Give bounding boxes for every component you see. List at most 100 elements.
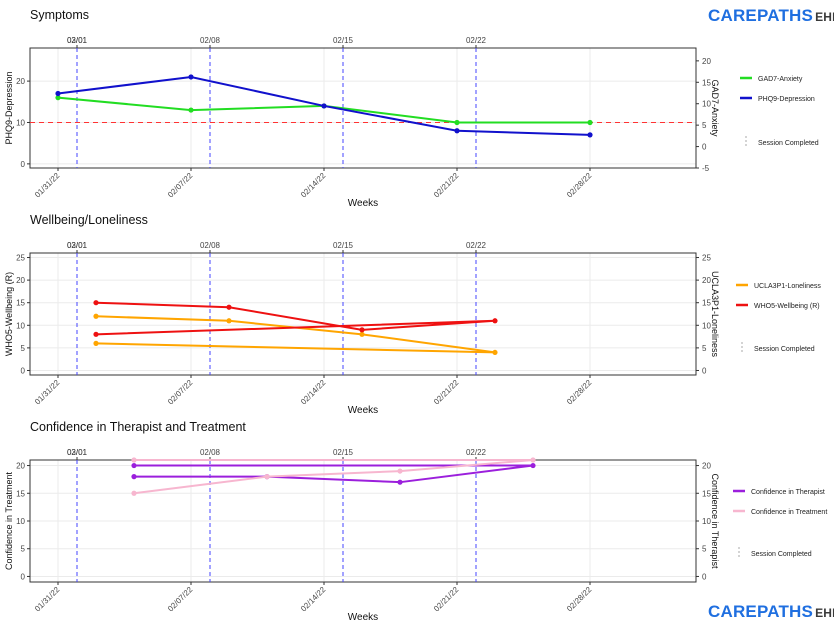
- logo-brand: CAREPATHS: [708, 6, 814, 25]
- y-tick-label-left: 20: [16, 276, 25, 285]
- top-tick-label: 02/01: [67, 448, 88, 457]
- chart-title-symptoms: Symptoms: [30, 8, 90, 22]
- y-tick-label-left: 0: [21, 160, 26, 169]
- logo-suffix: EHR: [815, 10, 834, 24]
- y-tick-label-right: 20: [702, 276, 711, 285]
- y-axis-label-right: Confidence in Therapist: [710, 474, 720, 569]
- data-point: [226, 304, 232, 310]
- x-axis-label: Weeks: [348, 405, 378, 416]
- legend-label: WHO5-Wellbeing (R): [754, 303, 820, 310]
- data-point: [359, 327, 365, 333]
- data-point: [226, 318, 232, 324]
- top-tick-label: 02/15: [333, 241, 354, 250]
- data-point: [397, 479, 403, 485]
- x-tick-label: 02/07/22: [166, 378, 195, 407]
- logo-suffix: EHR: [815, 606, 834, 620]
- legend-label: GAD7-Anxiety: [758, 76, 803, 83]
- y-tick-label-left: 5: [21, 344, 26, 353]
- data-point: [55, 95, 61, 101]
- x-tick-label: 02/14/22: [299, 378, 328, 407]
- top-tick-label: 02/22: [466, 448, 487, 457]
- y-tick-label-right: 0: [702, 366, 707, 375]
- x-tick-label: 02/14/22: [299, 171, 328, 200]
- legend-label-session: Session Completed: [758, 140, 819, 147]
- y-tick-label-left: 15: [16, 489, 25, 498]
- y-tick-label-right: 10: [702, 321, 711, 330]
- carepaths-logo-bottom: CAREPATHSEHR: [708, 602, 834, 622]
- data-point: [131, 457, 137, 463]
- top-tick-label: 03/01: [67, 241, 88, 250]
- y-tick-label-left: 5: [21, 545, 26, 554]
- x-tick-label: 02/21/22: [432, 585, 461, 614]
- data-point: [93, 331, 99, 337]
- data-point: [397, 468, 403, 474]
- data-point: [93, 300, 99, 306]
- y-tick-label-right: 0: [702, 572, 707, 581]
- legend-label: Confidence in Treatment: [751, 509, 827, 516]
- top-tick-label: 02/08: [200, 241, 221, 250]
- y-tick-label-right: 5: [702, 121, 707, 130]
- y-axis-label-right: UCLA3P1-Loneliness: [710, 271, 720, 358]
- legend-label: UCLA3P1-Loneliness: [754, 283, 821, 290]
- y-tick-label-left: 25: [16, 254, 25, 263]
- top-tick-label: 02/22: [466, 36, 487, 45]
- top-tick-label: 03/01: [67, 36, 88, 45]
- data-point: [454, 128, 460, 134]
- top-tick-label: 02/15: [333, 448, 354, 457]
- x-tick-label: 01/31/22: [33, 585, 62, 614]
- data-point: [530, 462, 536, 469]
- data-point: [530, 457, 536, 463]
- data-point: [188, 74, 194, 80]
- data-point: [131, 490, 137, 496]
- x-tick-label: 02/28/22: [565, 585, 594, 614]
- top-tick-label: 02/08: [200, 36, 221, 45]
- plot-frame: [29, 252, 697, 376]
- data-point: [587, 119, 593, 126]
- data-point: [131, 462, 137, 469]
- y-tick-label-left: 20: [16, 462, 25, 471]
- data-point: [587, 132, 593, 138]
- chart-title-confidence: Confidence in Therapist and Treatment: [30, 420, 246, 434]
- y-axis-label-left: Confidence in Treatment: [4, 471, 14, 570]
- y-axis-label-right: GAD7-Anxiety: [710, 79, 720, 137]
- data-point: [492, 318, 498, 324]
- legend-label: PHQ9-Depression: [758, 96, 815, 103]
- x-axis-label: Weeks: [348, 198, 378, 209]
- x-tick-label: 02/28/22: [565, 171, 594, 200]
- x-tick-label: 02/07/22: [166, 171, 195, 200]
- top-tick-label: 03/01: [67, 448, 88, 457]
- carepaths-logo-top: CAREPATHSEHR: [708, 6, 834, 26]
- data-point: [93, 313, 99, 319]
- chart-title-wellbeing: Wellbeing/Loneliness: [30, 213, 148, 227]
- top-tick-label: 02/01: [67, 36, 88, 45]
- y-tick-label-left: 0: [21, 572, 26, 581]
- data-point: [492, 349, 498, 356]
- y-tick-label-left: 0: [21, 366, 26, 375]
- x-tick-label: 02/21/22: [432, 171, 461, 200]
- y-tick-label-left: 10: [16, 517, 25, 526]
- y-tick-label-right: 20: [702, 462, 711, 471]
- y-tick-label-left: 10: [16, 321, 25, 330]
- y-tick-label-left: 10: [16, 118, 25, 127]
- y-tick-label-right: 15: [702, 299, 711, 308]
- data-point: [264, 474, 270, 480]
- legend-label-session: Session Completed: [754, 346, 815, 353]
- x-tick-label: 02/14/22: [299, 585, 328, 614]
- x-tick-label: 02/21/22: [432, 378, 461, 407]
- legend-label: Confidence in Therapist: [751, 489, 825, 496]
- y-tick-label-right: -5: [702, 164, 710, 173]
- y-tick-label-left: 20: [16, 77, 25, 86]
- y-tick-label-right: 25: [702, 254, 711, 263]
- top-tick-label: 02/22: [466, 241, 487, 250]
- y-tick-label-left: 15: [16, 299, 25, 308]
- y-tick-label-right: 15: [702, 489, 711, 498]
- y-tick-label-right: 15: [702, 78, 711, 87]
- y-tick-label-right: 10: [702, 100, 711, 109]
- top-tick-label: 02/15: [333, 36, 354, 45]
- y-tick-label-right: 5: [702, 545, 707, 554]
- data-point: [93, 340, 99, 346]
- data-point: [321, 103, 327, 109]
- data-point: [188, 107, 194, 113]
- y-axis-label-left: PHQ9-Depression: [4, 71, 14, 144]
- top-tick-label: 02/08: [200, 448, 221, 457]
